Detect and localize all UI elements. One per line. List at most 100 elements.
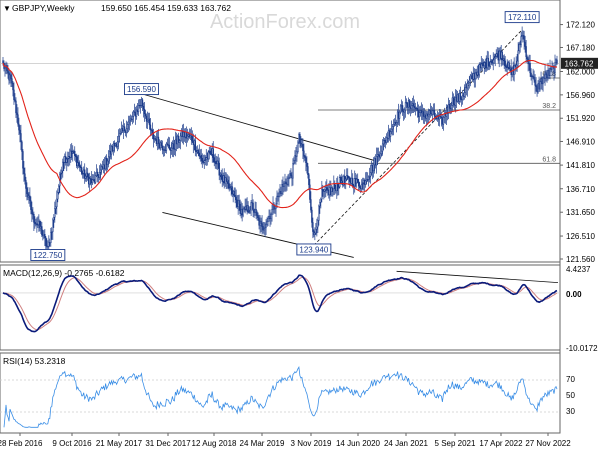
price-annotation-label: 172.110 — [508, 13, 537, 22]
candle-body — [24, 173, 26, 181]
candle-body — [142, 106, 145, 110]
price-tick-label: 141.810 — [566, 161, 595, 170]
candle-body — [45, 237, 47, 247]
candle-body — [534, 79, 536, 86]
candle-body — [106, 160, 109, 165]
candle-body — [146, 119, 149, 122]
candle-body — [44, 234, 46, 239]
candle-body — [266, 221, 268, 225]
candle-body — [31, 209, 33, 215]
candle-body — [20, 133, 22, 143]
candle-body — [54, 208, 56, 218]
fib-label: 38.2 — [542, 103, 556, 110]
candle-body — [201, 158, 203, 162]
candle-body — [464, 87, 467, 93]
price-tick-label: 126.510 — [566, 232, 595, 241]
candle-body — [148, 118, 151, 126]
candle-body — [66, 158, 68, 163]
candle-body — [530, 72, 532, 77]
candle-body — [283, 182, 285, 187]
symbol-label: ▼ — [3, 4, 11, 13]
candle-body — [172, 143, 175, 149]
candle-body — [318, 205, 320, 221]
candle-body — [55, 206, 57, 209]
candle-body — [151, 129, 154, 134]
candle-body — [304, 156, 306, 158]
candle-body — [23, 167, 25, 175]
candle-body — [233, 190, 235, 196]
candle-body — [84, 169, 86, 179]
candle-body — [56, 198, 58, 207]
candle-body — [480, 63, 482, 69]
candle-body — [501, 51, 503, 61]
candle-body — [308, 174, 310, 186]
candle-body — [359, 185, 361, 188]
x-tick-label: 12 Aug 2018 — [192, 439, 237, 448]
candle-body — [235, 196, 237, 201]
candle-body — [141, 99, 144, 107]
candle-body — [22, 151, 24, 169]
candle-body — [331, 187, 333, 192]
candle-body — [324, 189, 326, 192]
candle-body — [220, 173, 222, 178]
candle-body — [225, 177, 227, 182]
candle-body — [26, 188, 28, 194]
candle-body — [316, 226, 318, 230]
candle-body — [508, 62, 510, 70]
x-tick-label: 31 Dec 2017 — [145, 439, 191, 448]
candle-body — [261, 223, 263, 227]
candle-body — [25, 180, 27, 189]
candle-body — [385, 137, 388, 143]
candle-body — [487, 57, 489, 66]
candle-body — [229, 187, 231, 189]
candle-body — [288, 176, 290, 179]
candle-body — [4, 66, 6, 69]
candle-body — [418, 112, 421, 118]
candle-body — [440, 116, 443, 119]
candle-body — [310, 199, 312, 211]
candle-body — [119, 131, 122, 134]
candle-body — [86, 172, 89, 178]
candle-body — [139, 105, 142, 107]
candle-body — [338, 186, 340, 189]
symbol-title: GBPJPY,Weekly — [12, 3, 75, 13]
rsi-line — [3, 366, 558, 428]
candle-body — [242, 208, 244, 216]
candle-body — [39, 221, 41, 229]
candle-body — [263, 228, 265, 231]
candle-body — [459, 92, 462, 99]
candle-body — [58, 185, 60, 193]
candle-body — [293, 160, 295, 164]
candle-body — [70, 150, 72, 158]
candle-body — [137, 104, 140, 113]
candle-body — [379, 153, 382, 158]
candle-body — [123, 126, 126, 132]
candle-body — [489, 61, 491, 67]
candle-body — [358, 181, 360, 187]
candle-body — [493, 57, 495, 61]
candle-body — [344, 175, 346, 182]
candle-body — [389, 131, 392, 137]
candle-body — [438, 116, 441, 120]
candle-body — [231, 186, 233, 195]
candle-body — [466, 83, 469, 89]
price-annotations: 122.750 156.590 123.940 172.110 163.762 — [30, 11, 598, 261]
candle-body — [523, 35, 525, 43]
candle-body — [515, 64, 517, 68]
candle-body — [19, 129, 21, 134]
price-tick-label: 172.120 — [566, 21, 595, 30]
candle-body — [474, 72, 476, 80]
candle-body — [305, 157, 307, 164]
candle-body — [297, 141, 299, 153]
candle-body — [144, 113, 147, 117]
candle-body — [357, 178, 359, 182]
candle-body — [217, 160, 219, 164]
candle-body — [448, 104, 451, 109]
candle-body — [174, 139, 177, 150]
candle-body — [247, 205, 249, 213]
candle-body — [429, 110, 432, 114]
candle-body — [27, 193, 29, 198]
candle-body — [416, 107, 419, 111]
candle-body — [265, 224, 267, 229]
